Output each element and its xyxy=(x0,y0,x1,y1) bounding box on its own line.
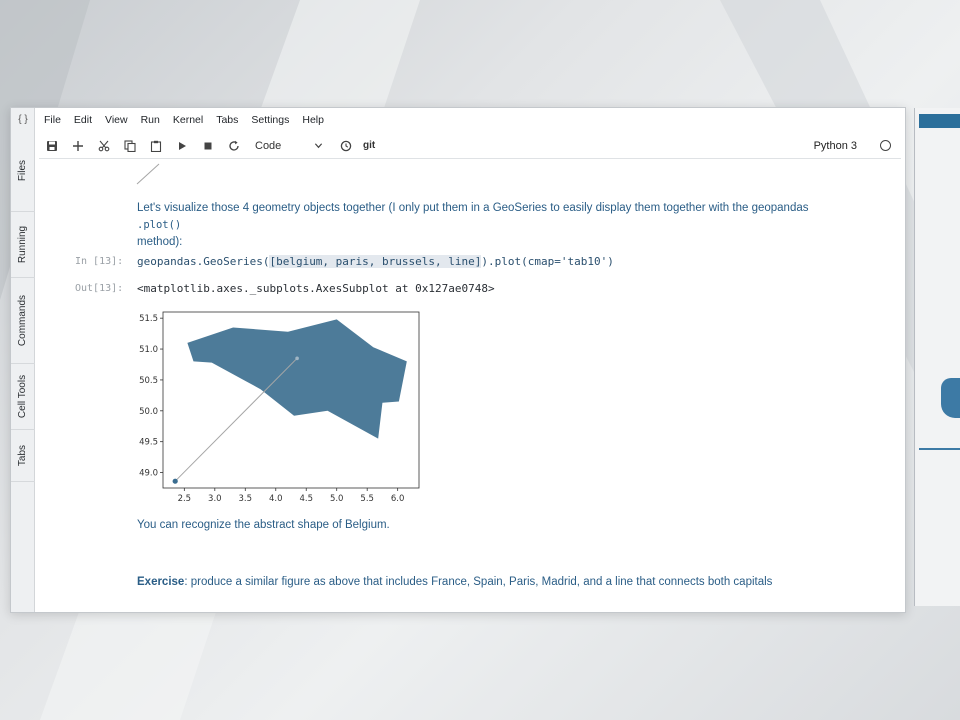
chevron-down-icon xyxy=(314,143,323,149)
x-tick-label: 2.5 xyxy=(178,494,192,502)
plot-frame xyxy=(162,311,420,489)
markdown-exercise: Exercise: produce a similar figure as ab… xyxy=(137,574,772,591)
menu-bar: File Edit View Run Kernel Tabs Settings … xyxy=(35,108,905,132)
exercise-text: : produce a similar figure as above that… xyxy=(184,576,773,588)
markdown-recognize: You can recognize the abstract shape of … xyxy=(137,519,390,531)
cut-icon[interactable] xyxy=(91,135,117,157)
background-window-shape xyxy=(941,378,960,418)
sidebar-tab-running[interactable]: Running xyxy=(11,212,35,278)
paris-point xyxy=(172,478,178,484)
cell-type-label: Code xyxy=(255,139,282,152)
sidebar-tab-files-label: Files xyxy=(17,159,29,182)
code-suffix: ).plot(cmap='tab10') xyxy=(481,255,614,268)
copy-icon[interactable] xyxy=(117,135,143,157)
clock-icon[interactable] xyxy=(333,135,359,157)
sidebar-tab-tabs[interactable]: Tabs xyxy=(11,430,35,482)
y-tick-label: 51.5 xyxy=(139,314,158,324)
notebook-toolbar: Code git Python 3 xyxy=(39,133,901,159)
output-prompt: Out[13]: xyxy=(75,283,124,294)
brussels-point xyxy=(295,356,299,361)
kernel-name[interactable]: Python 3 xyxy=(813,139,857,152)
y-tick-label: 50.0 xyxy=(139,407,158,417)
partial-plot-fragment xyxy=(136,163,160,185)
paris-brussels-line xyxy=(174,357,298,482)
sidebar-tab-files[interactable]: Files xyxy=(11,130,35,212)
y-tick-label: 49.0 xyxy=(139,469,158,479)
paste-icon[interactable] xyxy=(143,135,169,157)
cell-type-select[interactable]: Code xyxy=(255,140,323,152)
y-tick-label: 50.5 xyxy=(139,376,158,386)
menu-run[interactable]: Run xyxy=(140,114,160,126)
code-prefix: geopandas.GeoSeries( xyxy=(137,255,270,268)
menu-view[interactable]: View xyxy=(105,114,128,126)
sidebar-tab-cell-tools[interactable]: Cell Tools xyxy=(11,364,35,430)
intro-inline-code: .plot() xyxy=(137,219,182,231)
stop-icon[interactable] xyxy=(195,135,221,157)
sidebar-tab-running-label: Running xyxy=(17,225,29,264)
intro-text-continued: method): xyxy=(137,236,183,248)
intro-text: Let's visualize those 4 geometry objects… xyxy=(137,202,809,214)
kernel-status-icon xyxy=(880,140,891,151)
background-window xyxy=(914,108,960,606)
sidebar-tab-tabs-label: Tabs xyxy=(17,444,29,467)
restart-icon[interactable] xyxy=(221,135,247,157)
x-tick-label: 4.5 xyxy=(299,494,313,502)
x-tick-label: 5.0 xyxy=(330,494,344,502)
code-cell-input[interactable]: geopandas.GeoSeries([belgium, paris, bru… xyxy=(137,255,614,268)
menu-settings[interactable]: Settings xyxy=(251,114,290,126)
belgium-polygon xyxy=(187,319,407,439)
menu-file[interactable]: File xyxy=(44,114,61,126)
sidebar-tab-commands-label: Commands xyxy=(17,294,29,347)
x-tick-label: 6.0 xyxy=(391,494,405,502)
x-tick-label: 5.5 xyxy=(360,494,374,502)
save-icon[interactable] xyxy=(39,135,65,157)
plot-content: 2.5 3.0 3.5 4.0 4.5 5.0 5.5 6.0 49.0 49.5 50.0 50.5… xyxy=(139,311,420,502)
code-highlight: [belgium, paris, brussels, line] xyxy=(269,255,482,268)
input-prompt: In [13]: xyxy=(75,256,124,267)
geo-plot: 2.5 3.0 3.5 4.0 4.5 5.0 5.5 6.0 49.0 49.5 50.0 50.5… xyxy=(139,311,420,502)
run-icon[interactable] xyxy=(169,135,195,157)
sidebar-tab-commands[interactable]: Commands xyxy=(11,278,35,364)
sidebar-tab-cell-tools-label: Cell Tools xyxy=(17,374,29,419)
menu-tabs[interactable]: Tabs xyxy=(216,114,239,126)
y-tick-label: 49.5 xyxy=(139,438,158,448)
menu-help[interactable]: Help xyxy=(302,114,324,126)
background-window-bar xyxy=(919,114,960,128)
add-icon[interactable] xyxy=(65,135,91,157)
x-tick-label: 3.0 xyxy=(208,494,222,502)
git-button[interactable]: git xyxy=(363,140,376,151)
jupyterlab-window: { } Files Running Commands Cell Tools Ta… xyxy=(10,107,906,613)
x-tick-label: 3.5 xyxy=(239,494,253,502)
background-window-line xyxy=(919,448,960,450)
exercise-label: Exercise xyxy=(137,576,185,588)
notebook-area: Let's visualize those 4 geometry objects… xyxy=(39,160,901,608)
markdown-intro: Let's visualize those 4 geometry objects… xyxy=(137,200,837,251)
output-text: <matplotlib.axes._subplots.AxesSubplot a… xyxy=(137,282,495,295)
menu-kernel[interactable]: Kernel xyxy=(172,114,204,126)
x-tick-label: 4.0 xyxy=(269,494,283,502)
menu-edit[interactable]: Edit xyxy=(73,114,93,126)
sidebar-top-glyph: { } xyxy=(18,113,28,125)
y-tick-label: 51.0 xyxy=(139,345,158,355)
left-sidebar: { } Files Running Commands Cell Tools Ta… xyxy=(11,108,35,612)
